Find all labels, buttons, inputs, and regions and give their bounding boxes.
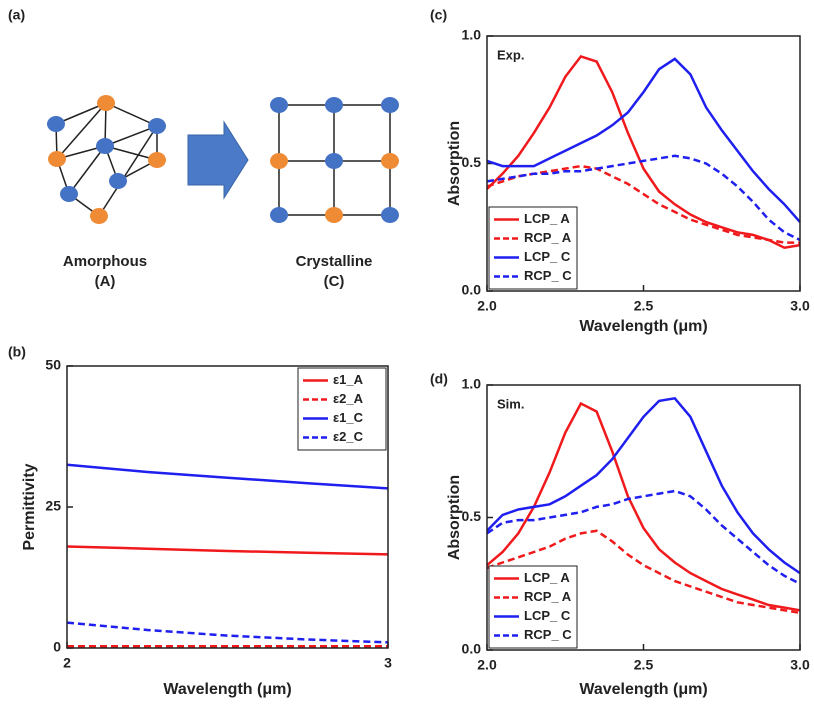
legend-label: LCP_ C (524, 249, 571, 264)
legend-label: LCP_ C (524, 608, 571, 623)
legend-label: ε1_C (333, 410, 364, 425)
x-tick-label: 2.0 (477, 657, 497, 673)
legend-label: RCP_ C (524, 627, 572, 642)
arrow (188, 122, 248, 198)
legend-label: LCP_ A (524, 211, 570, 226)
x-tick-label: 3 (384, 655, 392, 671)
caption: Amorphous (63, 253, 147, 270)
chart: (b) 0 25 50 2 3 Wavelength (μm) Permittivity ε1_… (8, 344, 392, 699)
x-tick-label: 2 (63, 655, 71, 671)
legend-label: ε1_A (333, 372, 364, 387)
x-tick-label: 2.5 (634, 298, 654, 314)
y-tick-label: 0.0 (462, 641, 482, 657)
x-axis-label: Wavelength (μm) (579, 681, 707, 698)
annotation: Sim. (497, 396, 524, 411)
series-line (67, 623, 388, 643)
legend-label: LCP_ A (524, 570, 570, 585)
y-tick-label: 1.0 (462, 376, 482, 392)
x-tick-label: 3.0 (790, 298, 810, 314)
chart: (d) 0.0 0.5 1.0 2.0 2.5 3.0 Wavelength (μm) Abso… (430, 371, 810, 699)
legend-label: ε2_C (333, 429, 364, 444)
y-axis-label: Absorption (446, 475, 463, 560)
x-tick-label: 2.0 (477, 298, 497, 314)
legend-label: RCP_ A (524, 589, 572, 604)
series-line (67, 547, 388, 555)
y-tick-label: 0 (53, 639, 61, 655)
series-line (487, 398, 800, 573)
panel-label: (b) (8, 344, 26, 360)
x-tick-label: 2.5 (634, 657, 654, 673)
caption: (C) (324, 273, 345, 290)
figure: (a) Amorphous (A) (0, 0, 814, 709)
panel-label: (a) (8, 7, 25, 23)
diagram-a: (a) Amorphous (A) (8, 7, 399, 290)
legend-label: RCP_ A (524, 230, 572, 245)
x-axis-label: Wavelength (μm) (579, 318, 707, 335)
caption: Crystalline (296, 253, 373, 270)
panel-label: (c) (430, 7, 447, 23)
y-tick-label: 1.0 (462, 27, 482, 43)
y-tick-label: 50 (45, 357, 61, 373)
legend-label: ε2_A (333, 391, 364, 406)
y-tick-label: 0.0 (462, 282, 482, 298)
panel-label: (d) (430, 371, 448, 387)
caption: (A) (95, 273, 116, 290)
series-line (487, 59, 800, 222)
legend-label: RCP_ C (524, 268, 572, 283)
x-tick-label: 3.0 (790, 657, 810, 673)
y-tick-label: 0.5 (462, 508, 482, 524)
x-axis-label: Wavelength (μm) (163, 681, 291, 698)
y-axis-label: Absorption (446, 121, 463, 206)
series-line (67, 465, 388, 489)
y-axis-label: Permittivity (21, 463, 38, 550)
chart: (c) 0.0 0.5 1.0 2.0 2.5 3.0 Wavelength (μm) Abso… (430, 7, 810, 336)
y-tick-label: 0.5 (462, 154, 482, 170)
y-tick-label: 25 (45, 498, 61, 514)
annotation: Exp. (497, 47, 524, 62)
